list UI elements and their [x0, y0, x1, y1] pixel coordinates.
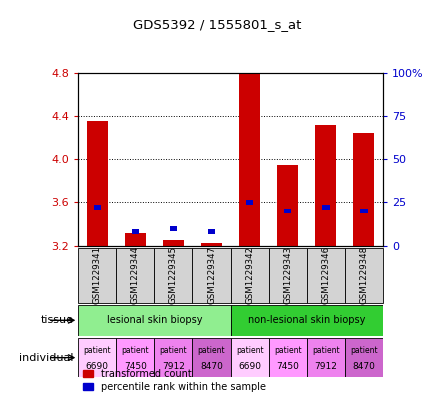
Bar [283, 209, 291, 213]
Bar [245, 200, 253, 205]
FancyBboxPatch shape [78, 305, 230, 336]
Text: lesional skin biopsy: lesional skin biopsy [106, 315, 202, 325]
FancyBboxPatch shape [344, 248, 382, 303]
Text: 6690: 6690 [85, 362, 108, 371]
FancyBboxPatch shape [192, 248, 230, 303]
Bar [207, 230, 215, 234]
Text: 7450: 7450 [124, 362, 147, 371]
Text: patient: patient [121, 346, 149, 355]
Text: non-lesional skin biopsy: non-lesional skin biopsy [247, 315, 365, 325]
FancyBboxPatch shape [306, 338, 344, 377]
Bar [315, 125, 335, 246]
Bar [321, 205, 329, 210]
FancyBboxPatch shape [306, 248, 344, 303]
FancyBboxPatch shape [154, 338, 192, 377]
Text: GSM1229346: GSM1229346 [320, 246, 329, 304]
FancyBboxPatch shape [268, 338, 306, 377]
Text: patient: patient [159, 346, 187, 355]
Text: 7450: 7450 [276, 362, 299, 371]
Legend: transformed count, percentile rank within the sample: transformed count, percentile rank withi… [83, 369, 265, 392]
Bar [239, 73, 260, 246]
Text: 7912: 7912 [313, 362, 336, 371]
Text: GSM1229342: GSM1229342 [244, 246, 253, 304]
Text: GSM1229344: GSM1229344 [131, 246, 140, 304]
Text: GSM1229345: GSM1229345 [168, 246, 178, 304]
Text: patient: patient [197, 346, 225, 355]
FancyBboxPatch shape [116, 248, 154, 303]
Bar [163, 240, 184, 246]
FancyBboxPatch shape [154, 248, 192, 303]
Bar [131, 230, 139, 234]
FancyBboxPatch shape [78, 338, 116, 377]
Text: patient: patient [273, 346, 301, 355]
Text: patient: patient [349, 346, 377, 355]
Text: 8470: 8470 [200, 362, 223, 371]
Bar [125, 233, 145, 246]
Text: GSM1229348: GSM1229348 [358, 246, 368, 304]
FancyBboxPatch shape [230, 248, 268, 303]
FancyBboxPatch shape [344, 338, 382, 377]
FancyBboxPatch shape [230, 338, 268, 377]
Bar [93, 205, 101, 210]
Text: patient: patient [235, 346, 263, 355]
Bar [87, 121, 108, 246]
Text: 6690: 6690 [237, 362, 260, 371]
Text: GDS5392 / 1555801_s_at: GDS5392 / 1555801_s_at [133, 18, 301, 31]
Text: GSM1229341: GSM1229341 [92, 246, 102, 304]
FancyBboxPatch shape [192, 338, 230, 377]
FancyBboxPatch shape [230, 305, 382, 336]
Text: GSM1229343: GSM1229343 [283, 246, 292, 304]
Bar [276, 165, 297, 246]
Bar [169, 226, 177, 231]
Text: tissue: tissue [41, 315, 74, 325]
Bar [201, 243, 221, 246]
Text: individual: individual [20, 353, 74, 363]
Text: 8470: 8470 [352, 362, 375, 371]
Bar [359, 209, 367, 213]
Text: 7912: 7912 [161, 362, 184, 371]
Text: patient: patient [311, 346, 339, 355]
FancyBboxPatch shape [116, 338, 154, 377]
Bar [352, 133, 373, 246]
Text: GSM1229347: GSM1229347 [207, 246, 216, 304]
FancyBboxPatch shape [78, 248, 116, 303]
FancyBboxPatch shape [268, 248, 306, 303]
Text: patient: patient [83, 346, 111, 355]
